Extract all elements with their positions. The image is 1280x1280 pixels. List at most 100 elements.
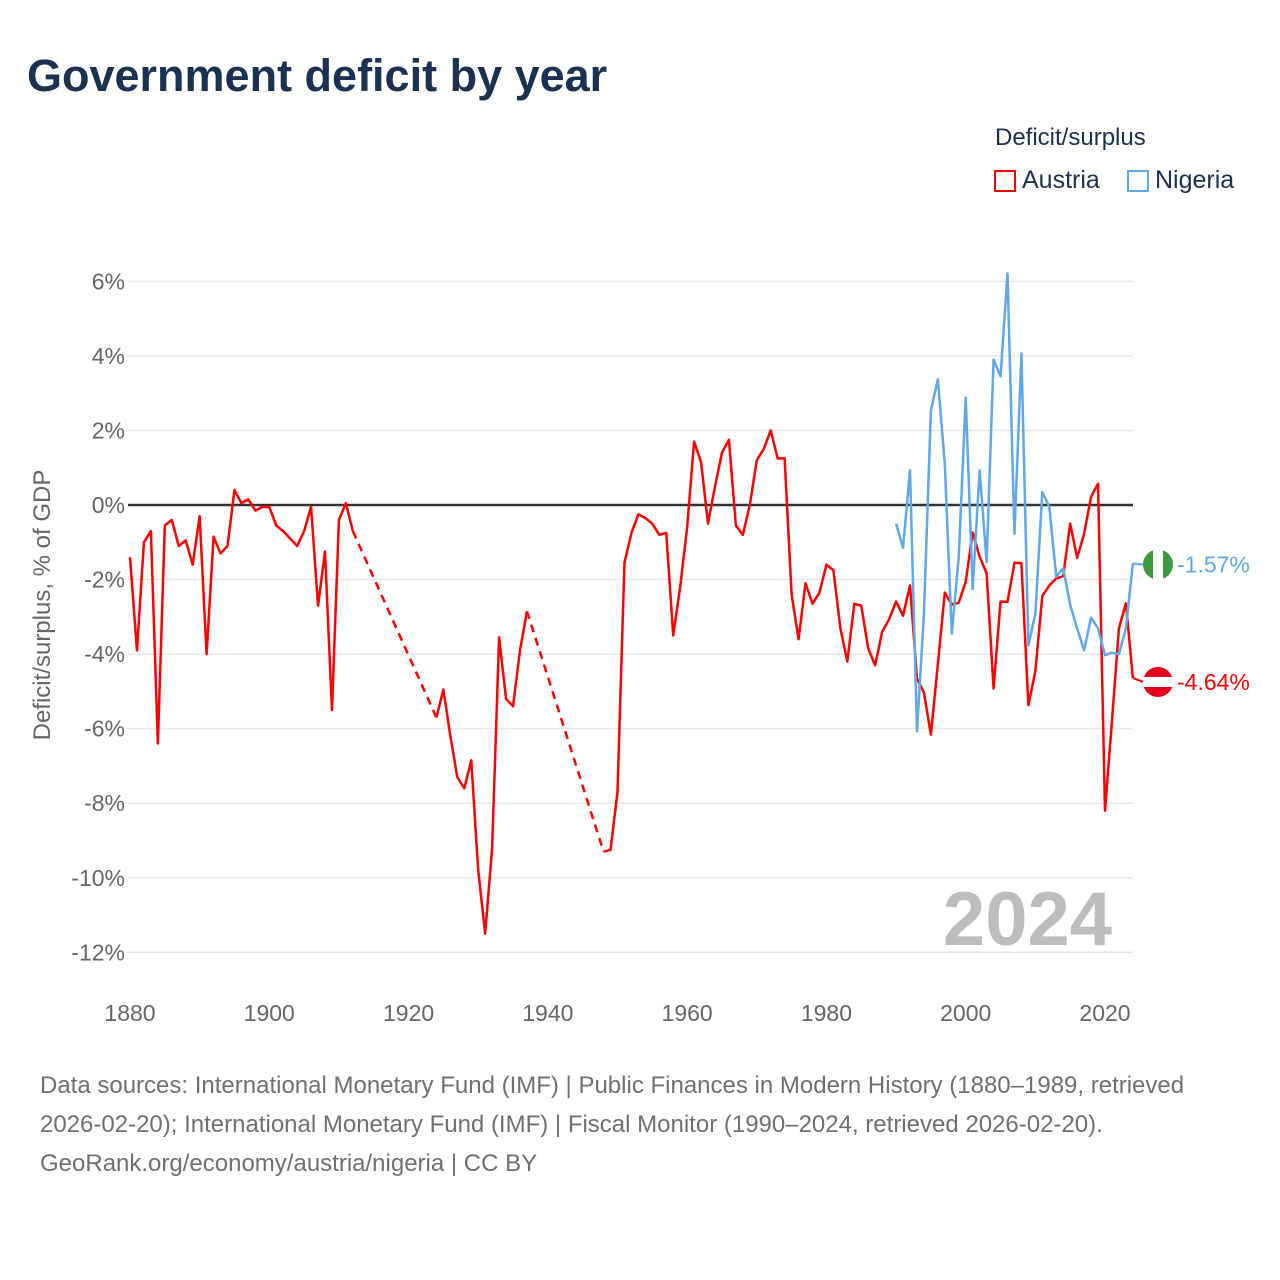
data-point-austria <box>817 591 821 595</box>
data-point-austria <box>908 584 912 588</box>
data-point-austria <box>330 708 334 712</box>
data-point-austria <box>804 581 808 585</box>
connector-nigeria <box>1132 562 1144 566</box>
credit-link[interactable]: GeoRank.org/economy/austria/nigeria | CC… <box>40 1150 538 1177</box>
end-label-austria: -4.64% <box>1177 669 1250 695</box>
data-point-austria <box>1026 703 1030 707</box>
data-point-austria <box>441 688 445 692</box>
data-point-austria <box>198 514 202 518</box>
data-point-austria <box>295 544 299 548</box>
data-point-austria <box>769 428 773 432</box>
data-point-austria <box>1103 809 1107 813</box>
data-point-austria <box>1117 626 1121 630</box>
data-point-austria <box>274 524 278 528</box>
data-point-austria <box>226 544 230 548</box>
data-point-nigeria <box>978 468 982 472</box>
data-point-nigeria <box>1006 272 1010 276</box>
data-point-austria <box>811 602 815 606</box>
connector-austria <box>1132 677 1144 683</box>
data-point-austria <box>790 592 794 596</box>
data-point-austria <box>434 715 438 719</box>
data-point-austria <box>831 568 835 572</box>
data-point-austria <box>497 635 501 639</box>
x-tick-label: 2000 <box>940 1000 991 1026</box>
data-point-austria <box>845 660 849 664</box>
end-label-nigeria: -1.57% <box>1177 552 1250 578</box>
data-point-austria <box>1075 556 1079 560</box>
data-point-nigeria <box>1117 652 1121 656</box>
data-point-austria <box>957 601 961 605</box>
y-axis-label: Deficit/surplus, % of GDP <box>29 470 56 741</box>
data-point-nigeria <box>1061 566 1065 570</box>
data-point-austria <box>205 652 209 656</box>
data-point-austria <box>943 591 947 595</box>
data-point-nigeria <box>964 396 968 400</box>
data-point-austria <box>629 531 633 535</box>
data-point-austria <box>309 505 313 509</box>
data-point-austria <box>985 571 989 575</box>
data-point-austria <box>462 786 466 790</box>
legend-item-austria[interactable]: Austria <box>994 166 1100 195</box>
data-point-austria <box>448 734 452 738</box>
data-point-austria <box>866 647 870 651</box>
legend-item-nigeria[interactable]: Nigeria <box>1127 166 1234 195</box>
data-point-austria <box>156 742 160 746</box>
data-point-austria <box>1096 482 1100 486</box>
data-point-austria <box>671 633 675 637</box>
data-point-nigeria <box>985 560 989 564</box>
data-point-austria <box>713 484 717 488</box>
data-point-austria <box>873 663 877 667</box>
data-point-nigeria <box>950 632 954 636</box>
data-point-austria <box>999 600 1003 604</box>
data-point-nigeria <box>915 729 919 733</box>
data-point-austria <box>337 518 341 522</box>
data-point-austria <box>622 561 626 565</box>
y-tick-label: -10% <box>71 865 125 891</box>
footer: Data sources: International Monetary Fun… <box>40 1066 1240 1183</box>
x-tick-label: 1960 <box>662 1000 713 1026</box>
legend-swatch-austria <box>994 169 1016 192</box>
data-point-austria <box>191 563 195 567</box>
data-point-austria <box>609 848 613 852</box>
data-point-austria <box>643 516 647 520</box>
flag-stripe <box>1163 549 1173 580</box>
data-point-austria <box>1006 600 1010 604</box>
data-point-nigeria <box>908 468 912 472</box>
data-point-nigeria <box>957 555 961 559</box>
y-tick-label: -8% <box>84 790 125 816</box>
data-point-nigeria <box>971 587 975 591</box>
data-point-austria <box>1110 719 1114 723</box>
data-point-austria <box>1047 584 1051 588</box>
flag-stripe <box>1143 686 1173 697</box>
data-point-austria <box>720 451 724 455</box>
data-point-austria <box>664 531 668 535</box>
data-point-austria <box>852 602 856 606</box>
data-point-austria <box>859 604 863 608</box>
data-point-austria <box>267 505 271 509</box>
data-point-austria <box>797 637 801 641</box>
line-austria <box>128 488 355 745</box>
data-point-austria <box>748 503 752 507</box>
data-point-austria <box>1068 522 1072 526</box>
gap-line-austria <box>351 530 438 718</box>
data-point-austria <box>776 456 780 460</box>
flag-nigeria-icon <box>1143 549 1173 580</box>
data-point-austria <box>232 488 236 492</box>
legend-label-austria: Austria <box>1022 166 1100 194</box>
x-tick-label: 1940 <box>522 1000 573 1026</box>
data-point-nigeria <box>1110 651 1114 655</box>
data-point-austria <box>281 529 285 533</box>
data-point-nigeria <box>943 462 947 466</box>
data-point-austria <box>692 440 696 444</box>
data-point-nigeria <box>1075 626 1079 630</box>
data-point-austria <box>351 529 355 533</box>
data-point-austria <box>685 525 689 529</box>
data-point-austria <box>455 775 459 779</box>
data-point-nigeria <box>1033 612 1037 616</box>
data-point-austria <box>128 555 132 559</box>
data-point-austria <box>734 524 738 528</box>
data-point-austria <box>1019 561 1023 565</box>
y-tick-label: -4% <box>84 641 125 667</box>
data-point-nigeria <box>1096 626 1100 630</box>
data-point-austria <box>657 533 661 537</box>
